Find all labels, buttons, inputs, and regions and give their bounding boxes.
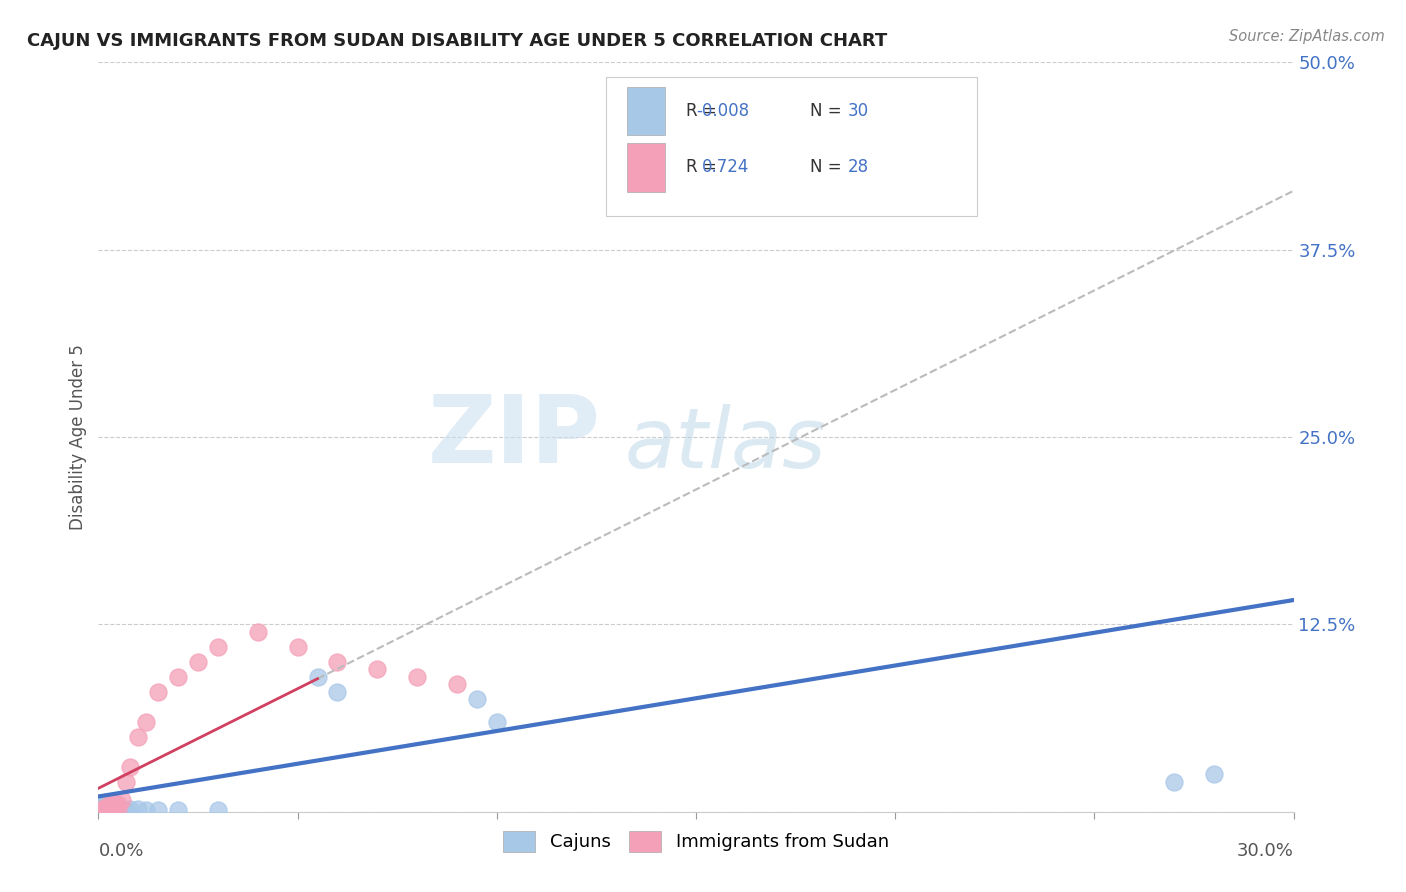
Y-axis label: Disability Age Under 5: Disability Age Under 5 bbox=[69, 344, 87, 530]
Point bbox=[307, 670, 329, 684]
Point bbox=[103, 798, 125, 813]
Point bbox=[127, 730, 149, 744]
Point bbox=[207, 803, 229, 817]
Point bbox=[91, 802, 114, 816]
Point bbox=[107, 803, 129, 817]
Point bbox=[96, 797, 118, 812]
Point bbox=[103, 802, 125, 816]
Point bbox=[1202, 767, 1225, 781]
Point bbox=[246, 624, 269, 639]
Point bbox=[115, 803, 138, 817]
Point bbox=[111, 793, 134, 807]
FancyBboxPatch shape bbox=[627, 87, 665, 136]
Point bbox=[366, 662, 388, 676]
Point bbox=[98, 802, 122, 816]
Point bbox=[135, 803, 157, 817]
Point bbox=[98, 803, 122, 817]
Point bbox=[115, 774, 138, 789]
Text: 0.724: 0.724 bbox=[703, 159, 749, 177]
Point bbox=[111, 802, 134, 816]
Point bbox=[91, 802, 114, 816]
Point bbox=[148, 685, 170, 699]
Text: ZIP: ZIP bbox=[427, 391, 600, 483]
Point bbox=[167, 803, 190, 817]
Text: 30: 30 bbox=[848, 103, 869, 120]
Point bbox=[96, 802, 118, 816]
Point bbox=[135, 714, 157, 729]
Point bbox=[103, 803, 125, 817]
Point bbox=[91, 798, 114, 813]
Text: 30.0%: 30.0% bbox=[1237, 842, 1294, 860]
Point bbox=[96, 800, 118, 814]
FancyBboxPatch shape bbox=[606, 78, 977, 216]
Point bbox=[167, 670, 190, 684]
Text: R =: R = bbox=[686, 159, 717, 177]
Point bbox=[326, 655, 349, 669]
Text: N =: N = bbox=[810, 159, 841, 177]
Point bbox=[96, 803, 118, 817]
Point bbox=[1163, 774, 1185, 789]
Point bbox=[446, 677, 468, 691]
Text: R =: R = bbox=[686, 103, 717, 120]
Point bbox=[96, 803, 118, 817]
Point bbox=[98, 800, 122, 814]
Point bbox=[704, 175, 727, 189]
Point bbox=[485, 714, 508, 729]
Point bbox=[107, 797, 129, 812]
Point bbox=[91, 800, 114, 814]
Text: -0.008: -0.008 bbox=[696, 103, 749, 120]
Point bbox=[207, 640, 229, 654]
FancyBboxPatch shape bbox=[627, 143, 665, 192]
Text: CAJUN VS IMMIGRANTS FROM SUDAN DISABILITY AGE UNDER 5 CORRELATION CHART: CAJUN VS IMMIGRANTS FROM SUDAN DISABILIT… bbox=[27, 32, 887, 50]
Point bbox=[103, 796, 125, 810]
Text: 0.0%: 0.0% bbox=[98, 842, 143, 860]
Point bbox=[98, 797, 122, 812]
Point bbox=[120, 760, 142, 774]
Text: Source: ZipAtlas.com: Source: ZipAtlas.com bbox=[1229, 29, 1385, 44]
Point bbox=[107, 802, 129, 816]
Legend: Cajuns, Immigrants from Sudan: Cajuns, Immigrants from Sudan bbox=[496, 823, 896, 859]
Text: atlas: atlas bbox=[624, 404, 825, 485]
Point bbox=[98, 803, 122, 817]
Point bbox=[96, 800, 118, 814]
Point bbox=[120, 802, 142, 816]
Point bbox=[287, 640, 309, 654]
Point bbox=[127, 802, 149, 816]
Point bbox=[111, 803, 134, 817]
Point bbox=[103, 802, 125, 816]
Text: 28: 28 bbox=[848, 159, 869, 177]
Point bbox=[148, 803, 170, 817]
Point bbox=[96, 802, 118, 816]
Point bbox=[326, 685, 349, 699]
Point bbox=[107, 800, 129, 814]
Text: N =: N = bbox=[810, 103, 841, 120]
Point bbox=[98, 800, 122, 814]
Point bbox=[187, 655, 209, 669]
Point bbox=[91, 803, 114, 817]
Point bbox=[406, 670, 429, 684]
Point bbox=[465, 692, 488, 706]
